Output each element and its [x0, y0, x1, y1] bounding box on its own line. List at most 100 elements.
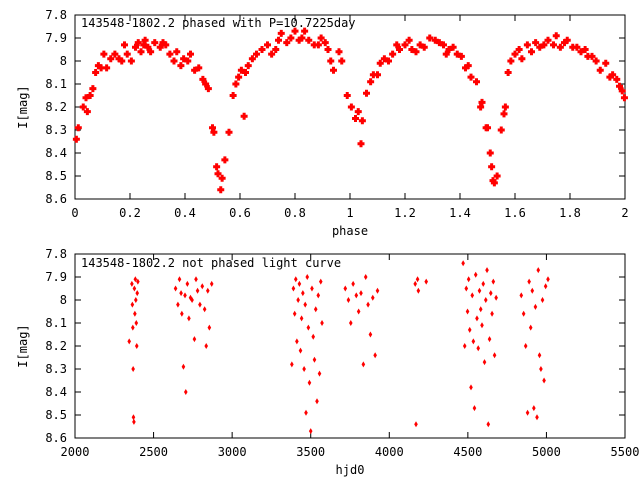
phased-y-tick-label: 7.9	[45, 31, 67, 45]
phased-data-point	[592, 57, 600, 65]
phased-data-point	[83, 108, 91, 116]
unphased-data-point	[133, 310, 137, 317]
unphased-data-point	[480, 322, 484, 329]
phased-data-point	[162, 41, 170, 49]
phased-data-point	[620, 94, 628, 102]
unphased-data-point	[305, 274, 310, 280]
unphased-data-point	[490, 310, 494, 317]
unphased-data-point	[470, 292, 475, 299]
phased-data-point	[187, 50, 194, 58]
unphased-data-point	[134, 297, 138, 303]
phased-data-point	[440, 41, 447, 49]
phased-data-point	[385, 57, 392, 65]
phased-data-point	[511, 50, 519, 58]
unphased-y-tick-label: 8.1	[45, 316, 67, 330]
phased-data-point	[354, 108, 362, 116]
phased-data-point	[218, 174, 226, 182]
unphased-data-point	[136, 278, 140, 285]
unphased-data-point	[298, 347, 303, 354]
phased-data-point	[324, 46, 332, 53]
unphased-data-point	[133, 276, 138, 283]
unphased-data-point	[528, 324, 533, 331]
unphased-data-point	[472, 405, 477, 412]
unphased-data-point	[311, 333, 316, 340]
phased-data-point	[493, 172, 501, 180]
unphased-data-point	[132, 418, 136, 425]
unphased-data-point	[535, 414, 539, 421]
unphased-x-tick-label: 2000	[61, 445, 90, 459]
phased-data-point	[170, 57, 178, 65]
unphased-data-point	[486, 421, 491, 428]
phased-data-point	[159, 39, 167, 47]
unphased-data-point	[416, 287, 421, 294]
phased-data-point	[140, 41, 148, 49]
phased-data-point	[484, 124, 491, 132]
phased-data-point	[396, 46, 403, 53]
phased-data-point	[569, 43, 577, 51]
unphased-data-point	[489, 290, 493, 297]
unphased-x-tick-label: 5000	[532, 445, 561, 459]
phased-data-point	[343, 92, 351, 99]
unphased-data-point	[313, 306, 318, 313]
phased-data-point	[357, 140, 365, 148]
unphased-data-point	[540, 297, 545, 303]
unphased-data-point	[297, 280, 302, 287]
phased-data-point	[92, 69, 100, 76]
phased-data-point	[552, 32, 560, 40]
phased-data-point	[330, 66, 337, 74]
phased-data-point	[540, 41, 548, 49]
phased-data-point	[242, 69, 249, 76]
unphased-data-point	[466, 276, 471, 283]
phased-data-point	[166, 50, 174, 58]
unphased-data-point	[363, 274, 368, 280]
phased-data-point	[314, 41, 322, 49]
unphased-data-point	[359, 290, 363, 297]
unphased-data-point	[424, 278, 429, 285]
unphased-data-point	[315, 398, 319, 405]
unphased-data-point	[414, 421, 418, 428]
phased-data-point	[488, 163, 496, 171]
unphased-data-point	[179, 290, 183, 297]
phased-data-point	[584, 52, 592, 60]
unphased-data-point	[483, 297, 488, 303]
phased-chart-ticks: 0 0.2 0.4 0.6 0.8 1 1.2 1.4 1.6 1.8 2 7.8 7.9 8 8.1 8.2…	[45, 8, 628, 220]
unphased-x-tick-label: 5500	[611, 445, 640, 459]
phased-data-point	[195, 64, 203, 72]
phased-data-point	[457, 52, 465, 60]
unphased-data-point	[354, 292, 359, 299]
phased-data-point	[467, 73, 475, 81]
phased-data-point	[89, 85, 97, 93]
phased-data-point	[225, 128, 233, 136]
phased-data-point	[490, 179, 498, 187]
phased-data-point	[544, 36, 552, 44]
phased-data-point	[123, 50, 131, 58]
phased-x-tick-label: 0.8	[284, 206, 306, 220]
phased-data-point	[177, 62, 185, 70]
unphased-data-point	[370, 294, 375, 301]
phased-data-point	[229, 92, 237, 99]
unphased-data-point	[131, 324, 135, 331]
phased-data-point	[453, 50, 461, 58]
phased-data-point	[272, 46, 280, 53]
unphased-data-point	[476, 345, 481, 352]
unphased-data-point	[202, 306, 207, 313]
phased-data-point	[477, 103, 485, 111]
phased-data-point	[283, 39, 291, 47]
phased-data-point	[156, 43, 164, 51]
phased-y-tick-label: 7.8	[45, 8, 67, 22]
phased-data-point	[449, 43, 457, 51]
unphased-data-point	[346, 297, 351, 303]
phased-data-point	[74, 124, 82, 132]
unphased-data-point	[299, 315, 304, 322]
phased-data-point	[408, 46, 416, 53]
phased-y-tick-label: 8	[60, 54, 67, 68]
unphased-data-point	[462, 343, 467, 349]
phased-data-point	[588, 52, 596, 60]
unphased-data-point	[183, 292, 187, 299]
unphased-data-point	[527, 278, 531, 285]
phased-data-point	[577, 48, 585, 56]
phased-data-point	[82, 94, 90, 102]
unphased-chart-points	[127, 260, 550, 435]
